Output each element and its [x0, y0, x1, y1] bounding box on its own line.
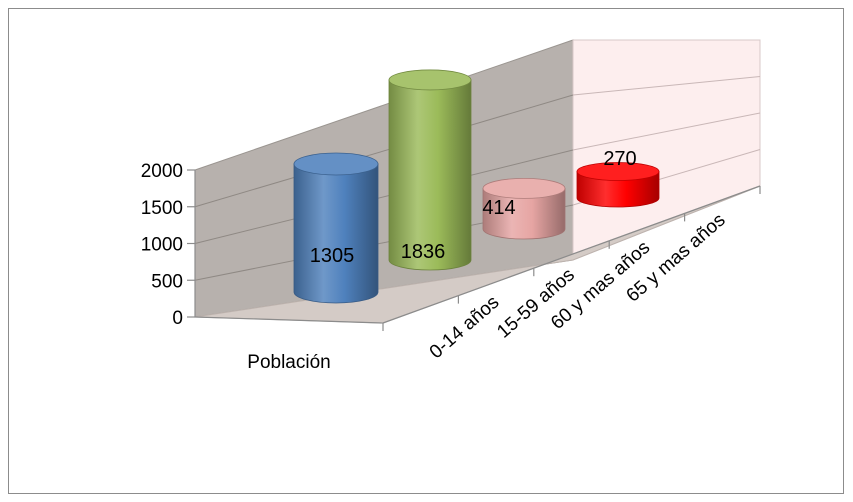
bar-1	[388, 69, 472, 271]
y-tick-label: 0	[172, 308, 183, 329]
bars	[293, 69, 660, 304]
back-gridline	[572, 76, 761, 96]
series-label: Población	[247, 352, 330, 373]
data-label: 1836	[401, 241, 446, 263]
bar-top	[388, 69, 472, 91]
bar-3	[576, 162, 660, 208]
bar-body	[576, 171, 660, 208]
x-axis-depth	[382, 185, 761, 324]
y-axis: 0 500 1000 1500 2000	[141, 161, 196, 329]
side-gridline	[194, 149, 574, 244]
x-axis-front	[194, 316, 384, 324]
bar-body	[388, 79, 472, 271]
side-gridline	[194, 94, 574, 208]
y-tick-label: 1000	[141, 235, 183, 256]
data-labels: 1305 1836 414 270	[310, 148, 637, 267]
bar-0	[293, 152, 379, 304]
bar-2	[482, 177, 566, 240]
bar-body	[482, 187, 566, 240]
bar-body	[293, 163, 379, 304]
back-gridline	[572, 112, 761, 151]
y-tick-label: 2000	[141, 161, 183, 182]
y-tick-label: 1500	[141, 198, 183, 219]
y-tick-label: 500	[151, 271, 183, 292]
data-label: 270	[603, 148, 636, 170]
bar-top	[576, 162, 660, 181]
back-wall	[572, 39, 761, 261]
data-label: 414	[482, 197, 515, 219]
bar-top	[293, 152, 379, 176]
data-label: 1305	[310, 245, 355, 267]
bar-top	[482, 177, 566, 199]
